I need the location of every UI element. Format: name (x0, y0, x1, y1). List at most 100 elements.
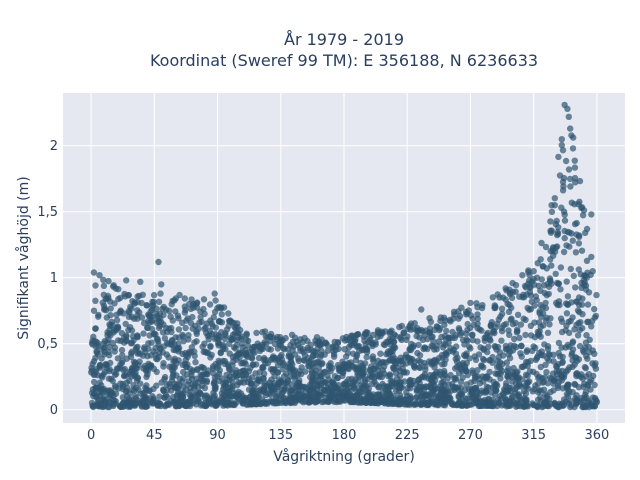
data-point (455, 315, 462, 322)
data-point (121, 290, 128, 298)
data-point (441, 367, 448, 375)
data-point (367, 336, 374, 344)
data-point (111, 397, 118, 404)
data-point (437, 390, 444, 398)
data-point (411, 320, 418, 327)
data-point (233, 393, 240, 401)
data-point (354, 331, 362, 338)
data-point (228, 319, 236, 326)
data-point (114, 323, 122, 330)
x-axis-title: Vågriktning (grader) (273, 448, 415, 465)
data-point (575, 201, 582, 208)
data-point (547, 277, 554, 284)
data-point (269, 334, 277, 341)
data-point (510, 364, 517, 372)
data-point (466, 355, 473, 362)
data-point (160, 303, 167, 311)
data-point (396, 382, 404, 389)
data-point (216, 318, 224, 325)
data-point (457, 390, 464, 398)
data-point (172, 383, 179, 390)
data-point (589, 394, 597, 401)
data-point (387, 372, 394, 379)
data-point (449, 401, 456, 408)
data-point (232, 367, 240, 374)
data-point (106, 326, 113, 333)
data-point (134, 307, 141, 314)
data-point (589, 360, 596, 367)
data-point (196, 319, 203, 326)
data-point (558, 204, 565, 211)
data-point (207, 354, 214, 361)
data-point (163, 393, 171, 401)
data-point (149, 400, 157, 407)
data-point (183, 317, 190, 324)
data-point (143, 394, 150, 401)
data-point (538, 313, 545, 320)
data-point (548, 208, 556, 215)
data-point (143, 386, 150, 393)
data-point (375, 363, 382, 370)
y-tick-label: 1,5 (37, 205, 58, 220)
data-point (286, 351, 293, 358)
data-point (155, 258, 162, 266)
data-point (573, 372, 580, 380)
data-point (527, 322, 535, 329)
data-point (197, 308, 204, 315)
data-point (270, 399, 277, 407)
data-point (459, 400, 466, 408)
data-point (198, 363, 205, 371)
data-point (563, 278, 570, 285)
data-point (249, 390, 256, 397)
data-point (542, 243, 550, 251)
data-point (113, 365, 121, 372)
data-point (102, 361, 110, 368)
data-point (106, 366, 113, 373)
data-point (525, 280, 532, 287)
data-point (537, 363, 544, 371)
data-point (559, 147, 567, 154)
x-tick-label: 135 (268, 428, 293, 443)
data-point (310, 381, 317, 388)
data-point (102, 396, 110, 403)
data-point (214, 305, 221, 312)
data-point (363, 382, 370, 389)
data-point (222, 330, 229, 337)
data-point (469, 331, 476, 338)
data-point (342, 337, 349, 344)
data-point (193, 338, 200, 345)
data-point (359, 362, 366, 369)
data-point (134, 293, 141, 300)
data-point (261, 370, 268, 377)
data-point (138, 299, 145, 307)
data-point (329, 391, 336, 398)
data-point (325, 376, 332, 383)
data-point (567, 183, 574, 190)
data-point (342, 353, 350, 360)
data-point (273, 392, 280, 400)
data-point (107, 312, 114, 319)
x-tick-label: 315 (521, 428, 546, 443)
data-point (334, 375, 341, 382)
grid (63, 93, 625, 423)
data-point (552, 270, 559, 278)
data-point (555, 349, 562, 357)
data-point (419, 400, 426, 408)
data-point (479, 302, 486, 309)
data-point (163, 351, 170, 358)
data-point (561, 234, 568, 242)
data-point (547, 218, 554, 225)
data-point (404, 354, 411, 361)
data-point (488, 319, 495, 326)
data-point (410, 362, 418, 370)
data-point (478, 387, 485, 394)
data-point (543, 369, 550, 376)
data-point (106, 403, 113, 411)
data-point (420, 345, 427, 353)
data-point (400, 329, 407, 336)
data-point (178, 397, 185, 405)
data-point (111, 300, 118, 307)
data-point (106, 343, 113, 351)
data-point (436, 326, 443, 334)
data-point (506, 354, 514, 362)
